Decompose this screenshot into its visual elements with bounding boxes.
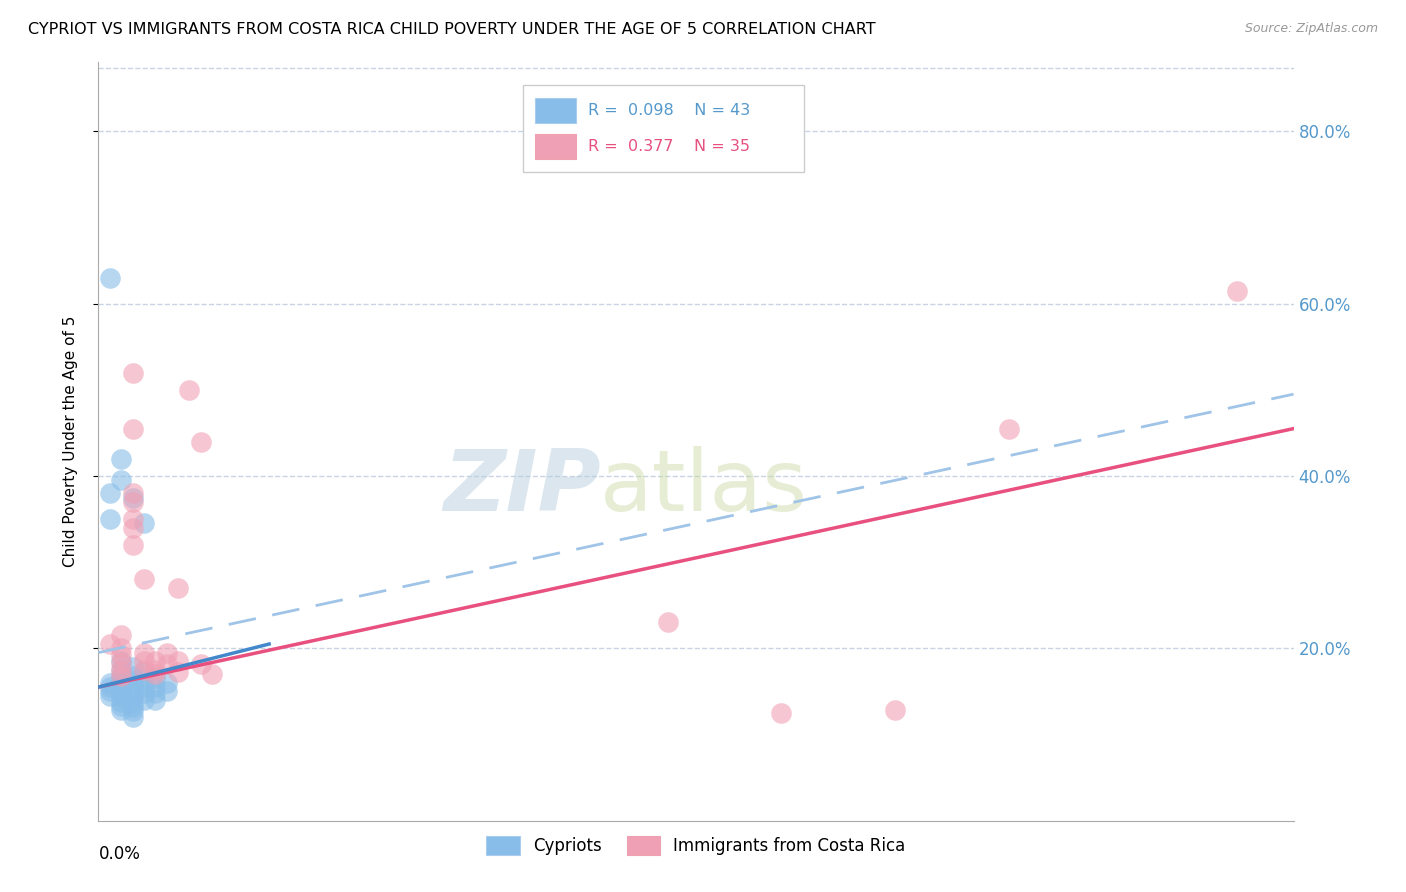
Point bbox=[98, 684, 121, 698]
Point bbox=[121, 486, 143, 500]
Point bbox=[110, 686, 132, 700]
Point bbox=[657, 615, 679, 630]
Point bbox=[98, 689, 121, 703]
Text: Source: ZipAtlas.com: Source: ZipAtlas.com bbox=[1244, 22, 1378, 36]
Point bbox=[98, 680, 121, 694]
Point bbox=[121, 699, 143, 714]
Point bbox=[143, 693, 166, 707]
Point bbox=[132, 646, 155, 660]
Point bbox=[121, 521, 143, 535]
Point bbox=[98, 637, 121, 651]
Point bbox=[121, 710, 143, 724]
Point bbox=[98, 675, 121, 690]
Point bbox=[110, 473, 132, 487]
Point bbox=[132, 516, 155, 531]
Point bbox=[121, 669, 143, 683]
Point bbox=[179, 383, 201, 397]
Point bbox=[110, 669, 132, 683]
Point bbox=[121, 495, 143, 509]
Point bbox=[121, 686, 143, 700]
Text: CYPRIOT VS IMMIGRANTS FROM COSTA RICA CHILD POVERTY UNDER THE AGE OF 5 CORRELATI: CYPRIOT VS IMMIGRANTS FROM COSTA RICA CH… bbox=[28, 22, 876, 37]
Point bbox=[156, 675, 179, 690]
Point bbox=[201, 667, 224, 681]
Point bbox=[121, 491, 143, 505]
Point bbox=[110, 703, 132, 717]
Point bbox=[110, 690, 132, 705]
FancyBboxPatch shape bbox=[534, 98, 576, 123]
Point bbox=[110, 674, 132, 689]
Point bbox=[110, 656, 132, 670]
Point bbox=[143, 672, 166, 686]
Point bbox=[110, 677, 132, 691]
Point bbox=[110, 663, 132, 677]
Point bbox=[156, 657, 179, 671]
Point bbox=[110, 648, 132, 663]
Point bbox=[121, 704, 143, 718]
Point bbox=[110, 669, 132, 683]
Point bbox=[167, 654, 190, 668]
Point bbox=[121, 512, 143, 526]
Text: atlas: atlas bbox=[600, 445, 808, 529]
Point bbox=[167, 665, 190, 680]
Point bbox=[132, 686, 155, 700]
Point bbox=[110, 695, 132, 709]
Point bbox=[190, 434, 212, 449]
Point bbox=[143, 663, 166, 677]
Point bbox=[121, 690, 143, 705]
Point bbox=[110, 682, 132, 697]
FancyBboxPatch shape bbox=[534, 134, 576, 159]
Point bbox=[190, 657, 212, 671]
Point bbox=[121, 696, 143, 710]
Point bbox=[121, 680, 143, 694]
Point bbox=[770, 706, 793, 720]
Text: ZIP: ZIP bbox=[443, 445, 600, 529]
Point bbox=[143, 680, 166, 694]
Point bbox=[110, 641, 132, 656]
Point bbox=[110, 663, 132, 677]
Point bbox=[110, 654, 132, 668]
Point bbox=[121, 538, 143, 552]
Point bbox=[121, 660, 143, 674]
Point bbox=[98, 270, 121, 285]
Point bbox=[132, 663, 155, 677]
Legend: Cypriots, Immigrants from Costa Rica: Cypriots, Immigrants from Costa Rica bbox=[479, 829, 912, 862]
Point bbox=[143, 654, 166, 668]
Text: R =  0.377    N = 35: R = 0.377 N = 35 bbox=[589, 139, 751, 154]
Point bbox=[143, 686, 166, 700]
Point bbox=[132, 693, 155, 707]
Text: 0.0%: 0.0% bbox=[98, 845, 141, 863]
Point bbox=[132, 680, 155, 694]
Point bbox=[884, 703, 907, 717]
Point bbox=[156, 646, 179, 660]
Point bbox=[121, 674, 143, 689]
Point bbox=[132, 654, 155, 668]
Point bbox=[121, 422, 143, 436]
Y-axis label: Child Poverty Under the Age of 5: Child Poverty Under the Age of 5 bbox=[63, 316, 77, 567]
Point bbox=[143, 667, 166, 681]
Point bbox=[156, 684, 179, 698]
Point bbox=[98, 486, 121, 500]
Point bbox=[1226, 284, 1249, 298]
Point bbox=[132, 665, 155, 680]
Point bbox=[110, 628, 132, 642]
Point bbox=[132, 674, 155, 689]
Point bbox=[167, 581, 190, 595]
Point bbox=[110, 451, 132, 466]
Point bbox=[110, 699, 132, 714]
Point bbox=[121, 366, 143, 380]
Point bbox=[998, 422, 1021, 436]
Point bbox=[132, 573, 155, 587]
Point bbox=[98, 512, 121, 526]
Text: R =  0.098    N = 43: R = 0.098 N = 43 bbox=[589, 103, 751, 118]
FancyBboxPatch shape bbox=[523, 85, 804, 172]
